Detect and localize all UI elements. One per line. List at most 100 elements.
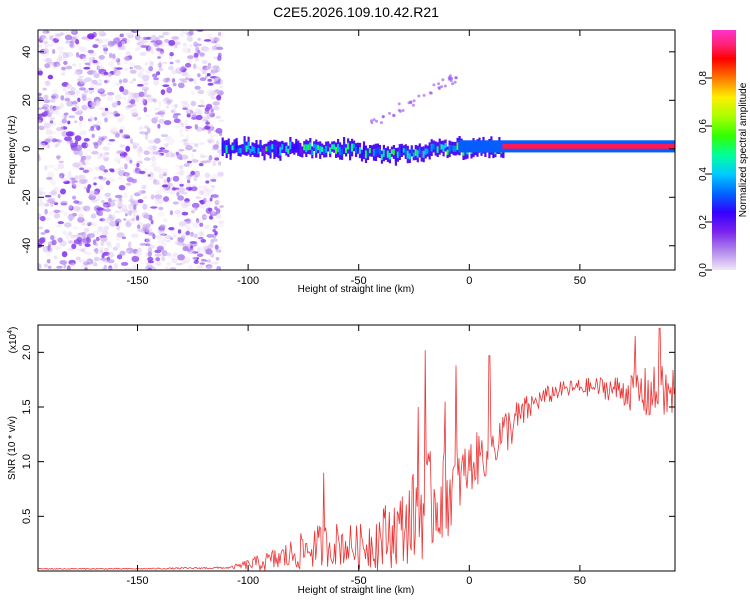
spectrogram-noise-cell [38,226,44,230]
spectrogram-noise-cell [175,171,182,175]
spectrogram-noise-cell [63,180,71,185]
spectrogram-noise-cell [121,37,128,42]
spectrogram-noise-cell [194,143,199,148]
spectrogram-noise-cell [106,142,112,146]
spectrogram-noise-cell [190,221,197,226]
spectrogram-noise-cell [169,61,174,65]
spectrogram-noise-cell [215,249,222,253]
spectrogram-streak-cell [440,85,444,89]
colorbar-tick-label: 0.6 [698,119,709,133]
spectrogram-noise-cell [212,228,216,233]
spectrogram-noise-cell [131,217,136,221]
spectrogram-noise-cell [197,89,205,95]
spectrogram-noise-cell [122,78,128,84]
spectrogram-noise-cell [179,128,184,134]
spectrogram-noise-cell [186,226,191,231]
spectrogram-noise-cell [201,214,207,221]
spectrogram-noise-cell [166,262,172,266]
spectrogram-noise-cell [179,200,184,205]
spectrogram-noise-cell [205,264,213,269]
spectrogram-noise-cell [91,79,98,85]
spectrogram-noise-cell [91,133,95,138]
spectrogram-noise-cell [99,33,107,36]
spectrogram-noise-cell [182,138,189,142]
spectrogram-noise-cell [160,168,169,175]
spectrogram-noise-cell [99,153,104,158]
spectrogram-band-core [239,148,242,154]
spectrogram-noise-cell [153,166,162,172]
spectrogram-noise-cell [102,217,110,223]
spectrogram-noise-cell [202,65,207,69]
spectrogram-band-core [303,144,306,151]
spectrogram-band-core [223,143,226,150]
spectrogram-streak-cell [437,86,441,90]
spectrogram-noise-cell [38,187,46,191]
spectrogram-noise-cell [98,135,102,142]
spectrogram-noise-cell [194,57,199,62]
spectrogram-band-core [247,141,250,150]
spectrogram-band-core [241,147,244,152]
spectrogram-noise-cell [39,237,46,244]
spectrogram-noise-cell [51,189,57,196]
spectrogram-noise-cell [211,45,218,50]
spectrogram-band-core [345,147,348,153]
spectrogram-noise-cell [73,234,81,238]
spectrogram-streak-cell [412,99,416,103]
spectrogram-noise-cell [209,197,213,202]
spectrogram-noise-cell [108,52,113,59]
spectrogram-noise-cell [107,244,113,249]
spectrogram-noise-cell [87,233,95,238]
spectrogram-noise-cell [99,218,106,222]
spectrogram-noise-cell [211,173,219,180]
spectrogram-noise-cell [180,122,185,128]
snr-y-tick-label: 1.0 [21,454,33,469]
spectrogram-band-core [414,149,417,156]
spectrogram-noise-cell [117,61,121,66]
spectrogram-noise-cell [160,233,167,236]
spectrogram-band-core [229,148,232,156]
spectrogram-noise-cell [211,261,219,265]
spectrogram-noise-cell [98,175,104,180]
spectrogram-noise-cell [185,134,189,140]
spectrogram-noise-cell [215,200,222,204]
spectrogram-band-core [378,148,381,155]
spectrogram-noise-cell [212,101,220,106]
spectrogram-noise-cell [199,231,204,237]
spectrogram-noise-cell [44,45,48,52]
spectrogram-band-core [366,151,370,157]
spectrogram-noise-cell [179,183,184,187]
spectrogram-noise-cell [92,44,99,49]
spectrogram-noise-cell [92,70,98,76]
spectrogram-noise-cell [38,113,46,117]
spectrogram-noise-cell [105,180,111,186]
spectrogram-noise-cell [71,234,75,239]
spectrogram-noise-cell [210,253,215,258]
spectrogram-y-tick-label: -40 [21,238,33,254]
spectrogram-band-core [349,146,352,155]
spectrogram-noise-cell [93,96,101,104]
spectrogram-noise-cell [38,119,42,123]
spectrogram-noise-cell [186,160,192,164]
spectrogram-noise-cell [81,223,87,226]
spectrogram-band-core [299,146,302,153]
spectrogram-noise-cell [39,48,47,54]
spectrogram-noise-cell [38,125,45,130]
spectrogram-streak-cell [407,101,411,105]
spectrogram-noise-cell [210,185,216,188]
spectrogram-noise-cell [140,45,149,48]
spectrogram-noise-cell [155,261,162,266]
spectrogram-noise-cell [146,237,151,245]
spectrogram-band-core [355,146,358,154]
spectrogram-noise-cell [214,244,219,250]
spectrogram-noise-cell [181,65,186,70]
spectrogram-noise-cell [157,212,165,217]
spectrogram-line-core [502,143,675,149]
spectrogram-noise-cell [98,59,102,65]
spectrogram-noise-cell [99,184,104,191]
spectrogram-noise-cell [96,207,104,211]
spectrogram-noise-cell [119,86,125,92]
spectrogram-band-core [448,145,451,153]
spectrogram-noise-cell [137,71,144,78]
spectrogram-noise-cell [84,186,88,190]
spectrogram-noise-cell [168,39,176,46]
